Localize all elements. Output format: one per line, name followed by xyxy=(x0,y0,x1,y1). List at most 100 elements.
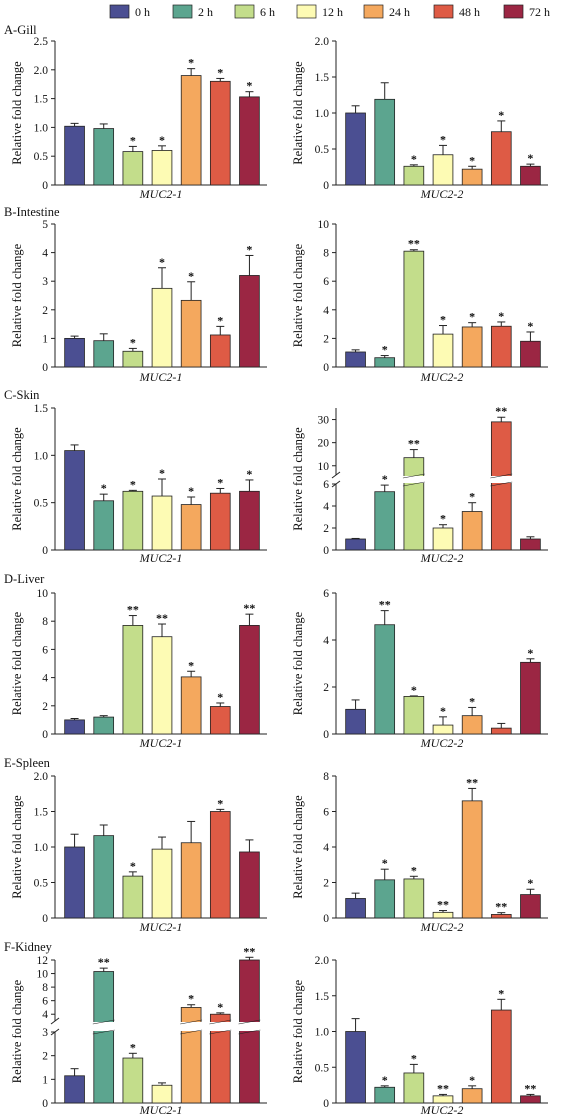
bar xyxy=(374,624,396,735)
y-tick-label: 0.5 xyxy=(34,878,49,890)
legend-label: 6 h xyxy=(260,5,275,19)
significance-marker: ** xyxy=(156,611,168,625)
x-axis-gene-label: MUC2-2 xyxy=(420,920,464,934)
y-tick-label: 12 xyxy=(37,955,49,967)
bar-break-gap xyxy=(237,1022,262,1031)
significance-marker: * xyxy=(527,646,533,660)
significance-marker: * xyxy=(217,1000,223,1014)
y-tick-label: 1 xyxy=(42,1074,48,1086)
y-tick-label: 10 xyxy=(37,588,49,600)
bar xyxy=(374,879,396,919)
y-tick-label: 6 xyxy=(42,996,48,1008)
y-tick-label: 6 xyxy=(323,479,329,491)
bar xyxy=(432,154,454,186)
bar-break-line xyxy=(209,1019,232,1025)
bar-break-line xyxy=(180,1029,203,1035)
bar xyxy=(93,500,115,551)
y-tick-label: 8 xyxy=(323,248,329,260)
y-tick-label: 0.5 xyxy=(34,151,49,163)
bar-break-gap xyxy=(91,1022,116,1031)
significance-marker: * xyxy=(469,310,475,324)
legend-swatch xyxy=(363,4,384,19)
bar xyxy=(180,75,202,186)
bar xyxy=(461,511,483,551)
legend-label: 2 h xyxy=(198,5,213,19)
bar xyxy=(93,716,115,735)
y-tick-label: 30 xyxy=(318,415,330,427)
y-tick-label: 0 xyxy=(42,362,48,374)
bar xyxy=(461,800,483,919)
y-tick-label: 0 xyxy=(42,1098,48,1110)
y-axis-label: Relative fold change xyxy=(291,427,305,531)
significance-marker: * xyxy=(527,876,533,890)
significance-marker: * xyxy=(469,1073,475,1087)
bar-chart-2: Relative fold change MUC2-2 0 0.5 1.0 1.5 2.0 *… xyxy=(291,36,548,201)
bar xyxy=(345,898,366,919)
significance-marker: ** xyxy=(408,437,420,451)
bar xyxy=(93,128,115,186)
y-tick-label: 0 xyxy=(323,1098,329,1110)
bar xyxy=(345,112,366,186)
legend-swatch xyxy=(109,4,130,19)
bar-break-line xyxy=(490,481,513,487)
bar xyxy=(64,337,85,368)
significance-marker: * xyxy=(498,986,504,1000)
bar xyxy=(520,894,541,919)
legend: 0 h 2 h 6 h 12 h 24 h 48 h 72 h xyxy=(109,4,550,19)
bar xyxy=(122,490,144,551)
y-tick-label: 2.5 xyxy=(34,36,49,48)
bar xyxy=(93,340,115,368)
y-tick-label: 0.5 xyxy=(34,498,49,510)
significance-marker: * xyxy=(411,152,417,166)
y-tick-label: 1.0 xyxy=(34,842,49,854)
bar-break-gap xyxy=(489,476,514,483)
significance-marker: * xyxy=(411,683,417,697)
y-tick-label: 10 xyxy=(318,219,330,231)
bar xyxy=(64,1075,85,1104)
bar-chart-7: D-Liver Relative fold change MUC2-1 0 2 4 6 8 10… xyxy=(4,572,267,750)
bar xyxy=(432,911,454,919)
y-tick-label: 6 xyxy=(323,276,329,288)
significance-marker: * xyxy=(188,56,194,70)
y-tick-label: 2 xyxy=(42,701,48,713)
y-tick-label: 1.5 xyxy=(315,72,330,84)
significance-marker: * xyxy=(217,796,223,810)
y-tick-label: 1.0 xyxy=(315,108,330,120)
y-axis-label: Relative fold change xyxy=(291,611,305,715)
significance-marker: * xyxy=(440,132,446,146)
axis-break-mark xyxy=(50,1017,60,1025)
y-tick-label: 6 xyxy=(42,644,48,656)
y-tick-label: 0 xyxy=(42,180,48,192)
y-tick-label: 0 xyxy=(42,729,48,741)
significance-marker: * xyxy=(527,151,533,165)
legend-swatch xyxy=(234,4,255,19)
bar xyxy=(209,492,231,551)
y-tick-label: 1.0 xyxy=(315,1027,330,1039)
y-tick-label: 6 xyxy=(323,807,329,819)
y-tick-label: 0 xyxy=(42,913,48,925)
bar xyxy=(374,491,396,551)
panel-title: D-Liver xyxy=(4,572,45,586)
bar-break-gap xyxy=(208,1022,233,1031)
significance-marker: * xyxy=(188,992,194,1006)
y-tick-label: 2.0 xyxy=(315,36,330,48)
bar xyxy=(209,334,231,368)
significance-marker: * xyxy=(246,467,252,481)
bar xyxy=(490,1009,512,1104)
bar xyxy=(432,527,454,551)
bar xyxy=(520,661,541,735)
y-tick-label: 4 xyxy=(323,501,329,513)
significance-marker: * xyxy=(130,477,136,491)
bar xyxy=(490,421,512,551)
legend-label: 24 h xyxy=(389,5,410,19)
significance-marker: * xyxy=(382,343,388,357)
bar xyxy=(64,719,85,735)
bar xyxy=(151,1084,173,1104)
bar xyxy=(374,357,396,368)
x-axis-gene-label: MUC2-1 xyxy=(139,551,183,565)
bar xyxy=(180,504,202,551)
x-axis-gene-label: MUC2-2 xyxy=(420,187,464,201)
legend-item: 2 h xyxy=(172,4,213,19)
